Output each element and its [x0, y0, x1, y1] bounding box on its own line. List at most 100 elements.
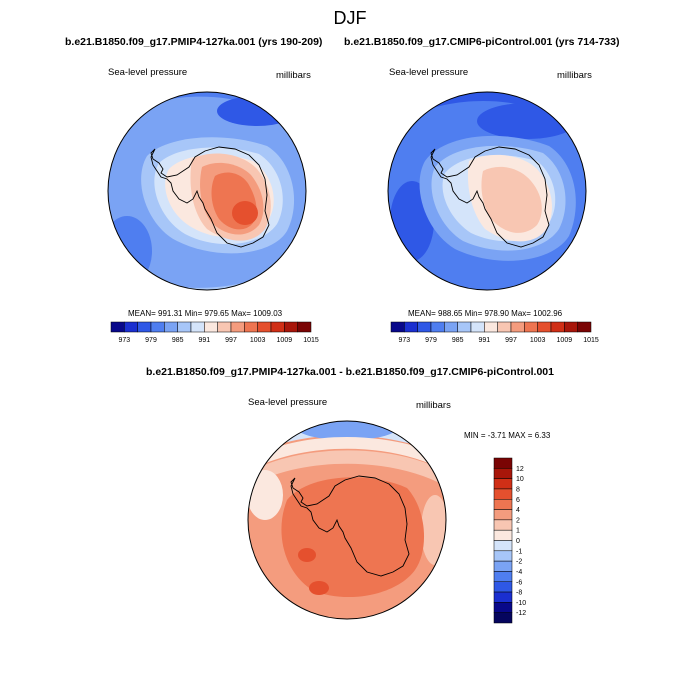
colorbar-2-swatch — [470, 321, 485, 333]
colorbar-3-tick-label: 8 — [516, 486, 520, 493]
colorbar-3-swatch — [493, 550, 513, 562]
map3-inner-orange — [281, 477, 425, 598]
colorbar-2-swatch — [404, 321, 418, 333]
colorbar-3-swatch — [493, 488, 513, 500]
colorbar-3-tick-label: 1 — [516, 528, 520, 535]
colorbar-2-tick-label: 1009 — [557, 337, 573, 344]
colorbar-1-swatch — [244, 321, 258, 333]
colorbar-1-swatch — [177, 321, 192, 333]
colorbar-1-tick-label: 973 — [118, 337, 130, 344]
panel-3-title: b.e21.B1850.f09_g17.PMIP4-127ka.001 - b.… — [146, 366, 554, 378]
panel-1-title: b.e21.B1850.f09_g17.PMIP4-127ka.001 (yrs… — [65, 36, 323, 48]
panel-3-stats: MIN = -3.71 MAX = 6.33 — [464, 431, 551, 440]
colorbar-2-swatch — [510, 321, 525, 333]
colorbar-2-tick-label: 1015 — [583, 337, 599, 344]
colorbar-1-tick-label: 1009 — [277, 337, 293, 344]
colorbar-3-swatch — [493, 540, 513, 552]
colorbar-3-swatch — [493, 602, 513, 613]
panel-1-units-label: millibars — [276, 70, 311, 81]
panel-1-stats: MEAN= 991.31 Min= 979.65 Max= 1009.03 — [128, 309, 283, 318]
panel-2-stats: MEAN= 988.65 Min= 978.90 Max= 1002.96 — [408, 309, 563, 318]
colorbar-2-tick-label: 997 — [505, 337, 517, 344]
colorbar-3-swatch — [493, 509, 513, 521]
map1-core — [232, 201, 258, 225]
colorbar-1-tick-label: 1003 — [250, 337, 266, 344]
figure-title: DJF — [333, 8, 367, 28]
map-panel-1 — [107, 91, 307, 291]
map3-band-cream — [248, 437, 446, 475]
map2-low-east — [477, 103, 577, 139]
colorbar-2-swatch — [417, 321, 432, 333]
colorbar-2-swatch — [484, 321, 498, 333]
colorbar-2-swatch — [390, 321, 405, 333]
colorbar-3-swatch — [493, 529, 513, 541]
colorbar-1-swatch — [110, 321, 125, 333]
colorbar-2-tick-label: 979 — [425, 337, 437, 344]
colorbar-1-swatch — [297, 321, 312, 333]
colorbar-1-swatch — [204, 321, 218, 333]
colorbar-2-swatch — [537, 321, 552, 333]
map-panel-2 — [387, 91, 587, 291]
colorbar-3-tick-label: 4 — [516, 507, 520, 514]
colorbar-3-swatch — [493, 468, 513, 479]
colorbar-3-tick-label: 10 — [516, 476, 524, 483]
panel-2-title: b.e21.B1850.f09_g17.CMIP6-piControl.001 … — [344, 36, 620, 48]
colorbar-3-tick-label: 2 — [516, 517, 520, 524]
colorbar-2-tick-label: 985 — [452, 337, 464, 344]
map3-band-salmon — [248, 450, 446, 490]
colorbar-2-swatch — [577, 321, 592, 333]
colorbar-2-swatch — [444, 321, 458, 333]
colorbar-2-tick-label: 973 — [398, 337, 410, 344]
colorbar-3-swatch — [493, 591, 513, 603]
colorbar-2-swatch — [564, 321, 578, 333]
panel-3-variable-label: Sea-level pressure — [248, 397, 328, 408]
colorbar-3-tick-label: 6 — [516, 497, 520, 504]
colorbar-panel-2: 973 979 985 991 997 1003 1009 1015 — [390, 321, 599, 344]
colorbar-3-tick-label: -6 — [516, 579, 522, 586]
colorbar-2-tick-label: 991 — [478, 337, 490, 344]
colorbar-1-swatch — [190, 321, 205, 333]
map1-low-east — [217, 96, 297, 126]
colorbar-1-swatch — [137, 321, 152, 333]
colorbar-2-swatch — [524, 321, 538, 333]
map2-ring-salmon — [481, 166, 542, 233]
colorbar-1-tick-label: 991 — [198, 337, 210, 344]
map3-left-cream — [248, 470, 283, 520]
colorbar-3-swatch — [493, 612, 513, 624]
colorbar-3-swatch — [493, 581, 513, 593]
map3-core-1 — [309, 581, 329, 595]
colorbar-1-swatch — [164, 321, 178, 333]
colorbar-2-swatch — [497, 321, 512, 333]
colorbar-1-swatch — [150, 321, 165, 333]
colorbar-1-swatch — [257, 321, 272, 333]
map3-top-blue-patch — [297, 421, 397, 440]
colorbar-1-tick-label: 985 — [172, 337, 184, 344]
colorbar-3-swatch — [493, 571, 513, 582]
colorbar-3-swatch — [493, 499, 513, 510]
colorbar-1-swatch — [284, 321, 298, 333]
map1-coastline — [150, 146, 270, 248]
panel-1-variable-label: Sea-level pressure — [108, 67, 188, 78]
colorbar-3-tick-label: -1 — [516, 548, 522, 555]
colorbar-3-tick-label: -8 — [516, 590, 522, 597]
colorbar-1-swatch — [270, 321, 285, 333]
colorbar-1-swatch — [217, 321, 232, 333]
panel-3-units-label: millibars — [416, 400, 451, 411]
colorbar-2-swatch — [457, 321, 472, 333]
colorbar-3-tick-label: -10 — [516, 600, 526, 607]
colorbar-2-tick-label: 1003 — [530, 337, 546, 344]
colorbar-3-tick-label: -12 — [516, 610, 526, 617]
colorbar-1-tick-label: 997 — [225, 337, 237, 344]
colorbar-2-swatch — [430, 321, 445, 333]
colorbar-3-swatch — [493, 457, 513, 469]
colorbar-2-swatch — [550, 321, 565, 333]
panel-2-variable-label: Sea-level pressure — [389, 67, 469, 78]
map3-core-2 — [298, 548, 316, 562]
colorbar-3-tick-label: 0 — [516, 538, 520, 545]
colorbar-1-swatch — [230, 321, 245, 333]
colorbar-1-tick-label: 1015 — [303, 337, 319, 344]
map1-low-west — [108, 216, 152, 286]
colorbar-3-swatch — [493, 560, 513, 572]
colorbar-3-tick-label: -4 — [516, 569, 522, 576]
